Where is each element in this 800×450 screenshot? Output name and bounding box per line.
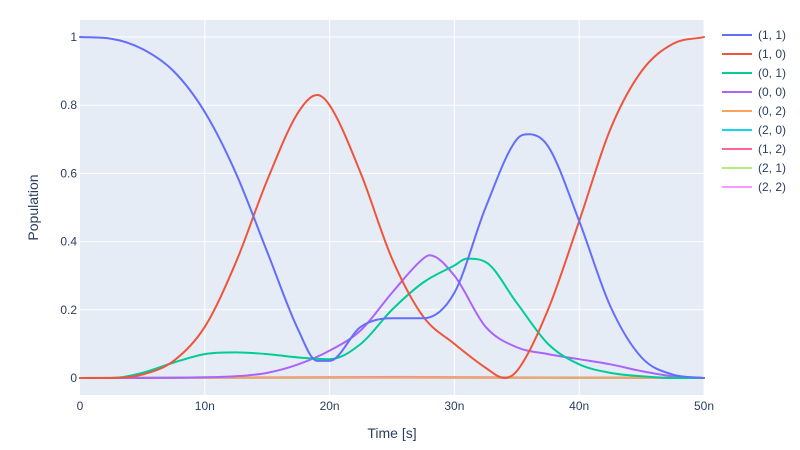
legend[interactable]: (1, 1) (1, 0) (0, 1) (0, 0) (0, 2) (2, 0) (1, … <box>722 28 786 194</box>
y-tick-label: 0.8 <box>60 98 77 112</box>
legend-label: (1, 2) <box>758 142 786 156</box>
y-tick-label: 0.2 <box>60 303 77 317</box>
legend-label: (1, 0) <box>758 47 786 61</box>
y-axis-ticks: 0 0.2 0.4 0.6 0.8 1 <box>60 30 77 385</box>
legend-item-0-1[interactable]: (0, 1) <box>722 66 786 80</box>
legend-label: (0, 1) <box>758 66 786 80</box>
series-line-1-1 <box>79 36 705 379</box>
y-tick-label: 0 <box>70 371 77 385</box>
legend-item-0-0[interactable]: (0, 0) <box>722 85 786 99</box>
series-line-1-0 <box>79 36 705 379</box>
legend-label: (0, 0) <box>758 85 786 99</box>
series-layer <box>79 36 705 379</box>
legend-label: (2, 2) <box>758 180 786 194</box>
legend-item-1-1[interactable]: (1, 1) <box>722 28 786 42</box>
legend-label: (0, 2) <box>758 104 786 118</box>
plot-background <box>80 20 704 395</box>
legend-item-1-2[interactable]: (1, 2) <box>722 142 786 156</box>
legend-item-2-1[interactable]: (2, 1) <box>722 161 786 175</box>
x-tick-label: 0 <box>77 399 84 413</box>
x-axis-ticks: 0 10n 20n 30n 40n 50n <box>77 399 714 413</box>
legend-label: (2, 1) <box>758 161 786 175</box>
y-tick-label: 0.4 <box>60 235 77 249</box>
legend-label: (2, 0) <box>758 123 786 137</box>
legend-item-2-0[interactable]: (2, 0) <box>722 123 786 137</box>
y-axis-title: Population <box>25 174 41 240</box>
legend-label: (1, 1) <box>758 28 786 42</box>
x-tick-label: 30n <box>444 399 464 413</box>
x-tick-label: 20n <box>320 399 340 413</box>
y-tick-label: 0.6 <box>60 166 77 180</box>
x-tick-label: 40n <box>569 399 589 413</box>
x-tick-label: 10n <box>195 399 215 413</box>
legend-item-0-2[interactable]: (0, 2) <box>722 104 786 118</box>
x-tick-label: 50n <box>694 399 714 413</box>
series-line-0-0 <box>79 254 705 379</box>
legend-item-1-0[interactable]: (1, 0) <box>722 47 786 61</box>
series-line-0-1 <box>79 257 705 379</box>
y-tick-label: 1 <box>70 30 77 44</box>
legend-item-2-2[interactable]: (2, 2) <box>722 180 786 194</box>
x-axis-title: Time [s] <box>367 425 416 441</box>
